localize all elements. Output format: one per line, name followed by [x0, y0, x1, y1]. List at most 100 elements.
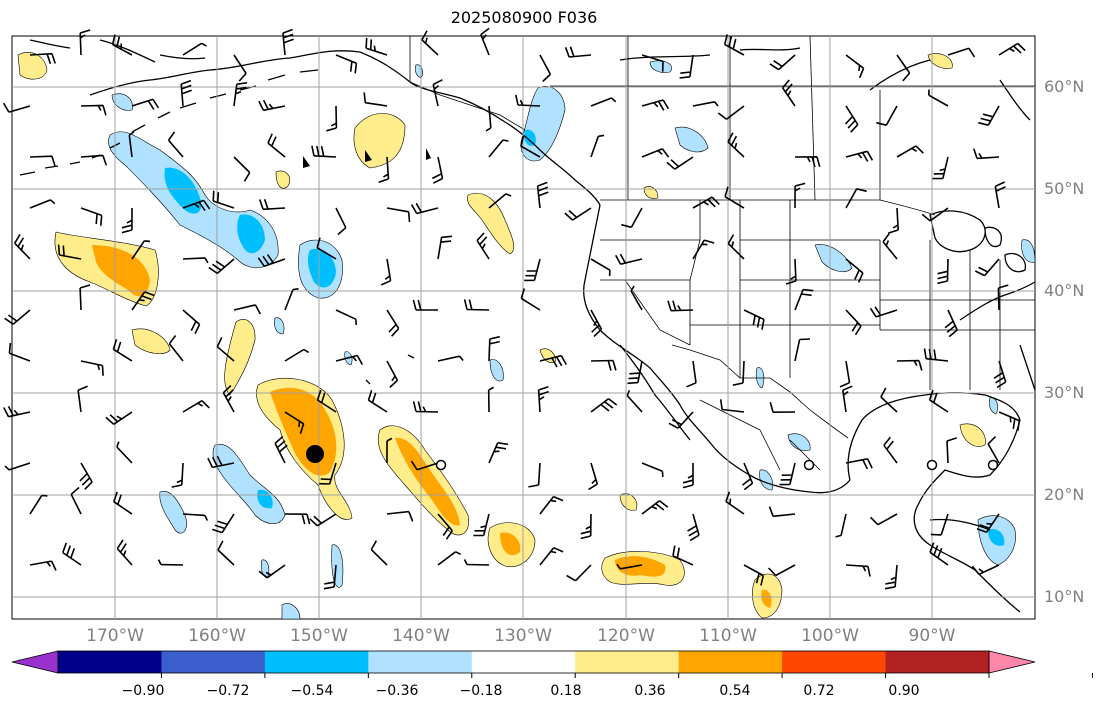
- lat-label-20: 20°N: [1044, 485, 1085, 504]
- contour-positive-strong: [615, 556, 666, 577]
- contour-negative-strong: [988, 529, 1005, 546]
- wind-barb: [4, 309, 31, 325]
- wind-barb: [946, 437, 958, 464]
- wind-barb: [896, 54, 911, 82]
- wind-barb: [233, 156, 251, 182]
- wind-barb: [182, 257, 209, 264]
- wind-barb: [316, 237, 337, 260]
- calm-marker: [435, 459, 447, 471]
- storm-center-marker: [306, 445, 324, 463]
- contour-negative-strong: [257, 489, 273, 509]
- colorbar-tick-label: 0.72: [803, 683, 835, 699]
- wind-barb: [182, 513, 209, 521]
- political-borders: [409, 35, 1035, 471]
- map-title: 2025080900 F036: [450, 8, 598, 27]
- wind-barb: [667, 300, 694, 312]
- wind-barb: [386, 309, 400, 337]
- wind-barb: [77, 385, 88, 413]
- contour-negative-strong: [307, 248, 336, 288]
- coastline-great-lakes: [929, 210, 1027, 273]
- wind-barb: [216, 337, 235, 362]
- wind-barb: [326, 105, 338, 132]
- wind-barb: [994, 181, 1006, 209]
- colorbar-segment: [368, 651, 473, 673]
- wind-barb: [686, 360, 697, 388]
- contour-negative-strong: [524, 129, 536, 146]
- wind-barb: [370, 540, 388, 566]
- wind-barb: [182, 42, 207, 56]
- wind-barb: [692, 239, 715, 260]
- contour-negative-strong: [237, 214, 265, 254]
- wind-barb: [539, 546, 564, 566]
- flag-barb: [365, 150, 372, 162]
- lat-label-40: 40°N: [1044, 281, 1085, 300]
- wind-barb: [566, 564, 592, 582]
- contour-positive-strong: [92, 245, 150, 297]
- wind-barb: [590, 398, 618, 413]
- lat-label-50: 50°N: [1044, 179, 1085, 198]
- wind-barb: [14, 233, 31, 260]
- wind-barb: [590, 134, 605, 158]
- colorbar-outline: [57, 650, 990, 674]
- contour-negative: [814, 244, 853, 273]
- contour-negative: [787, 433, 811, 451]
- wind-barb: [781, 79, 796, 107]
- wind-barb: [113, 491, 133, 515]
- wind-barb: [564, 46, 592, 58]
- colorbar-segment: [471, 651, 576, 673]
- wind-barb: [171, 462, 184, 488]
- wind-barb: [682, 463, 694, 489]
- wind-barb: [79, 284, 91, 311]
- wind-barb: [259, 198, 286, 211]
- wind-barb: [437, 513, 453, 540]
- wind-barb: [111, 34, 133, 56]
- wind-barb: [335, 309, 357, 325]
- calm-marker: [987, 459, 999, 471]
- wind-barb: [923, 348, 949, 362]
- wind-barb: [316, 389, 337, 413]
- wind-barb: [386, 360, 399, 388]
- lon-label-170: 170°W: [86, 626, 144, 646]
- wind-barb: [476, 232, 490, 260]
- wind-barb: [794, 288, 814, 311]
- wind-barb: [222, 385, 235, 413]
- wind-barb: [768, 564, 796, 577]
- colorbar: [11, 650, 1093, 678]
- lat-label-30: 30°N: [1044, 383, 1085, 402]
- wind-barb: [641, 462, 664, 477]
- colorbar-tick-label: −0.72: [206, 683, 250, 699]
- calm-marker: [803, 459, 815, 471]
- wind-barb: [882, 233, 898, 260]
- wind-barb: [987, 436, 1000, 464]
- wind-barb: [742, 462, 754, 491]
- wind-barb: [309, 513, 337, 527]
- wind-barb: [845, 258, 864, 283]
- wind-barb: [463, 299, 490, 311]
- wind-barb: [463, 559, 490, 566]
- wind-barb: [929, 542, 949, 566]
- wind-barb: [363, 92, 388, 107]
- wind-barb: [978, 105, 1000, 126]
- wind-barb: [157, 559, 184, 566]
- markers: [303, 148, 999, 471]
- wind-barb: [487, 386, 495, 413]
- wind-barb: [488, 442, 509, 464]
- wind-barb: [233, 82, 248, 107]
- contour-positive: [17, 51, 48, 80]
- contour-positive: [467, 193, 515, 255]
- border-canada-provinces: [550, 35, 1035, 201]
- wind-barb: [641, 500, 669, 515]
- wind-barb: [335, 54, 358, 74]
- wind-barb: [768, 506, 796, 518]
- contour-negative: [274, 317, 285, 335]
- lon-label-130: 130°W: [494, 626, 552, 646]
- contour-positive-strong: [761, 589, 772, 608]
- coastline-arctic: [619, 47, 801, 61]
- wind-barb: [212, 513, 235, 534]
- lon-label-100: 100°W: [801, 626, 859, 646]
- wind-barb: [258, 564, 286, 579]
- wind-barb: [537, 386, 549, 413]
- wind-barb: [2, 102, 31, 113]
- wind-barb: [80, 104, 107, 116]
- contour-negative: [674, 126, 709, 153]
